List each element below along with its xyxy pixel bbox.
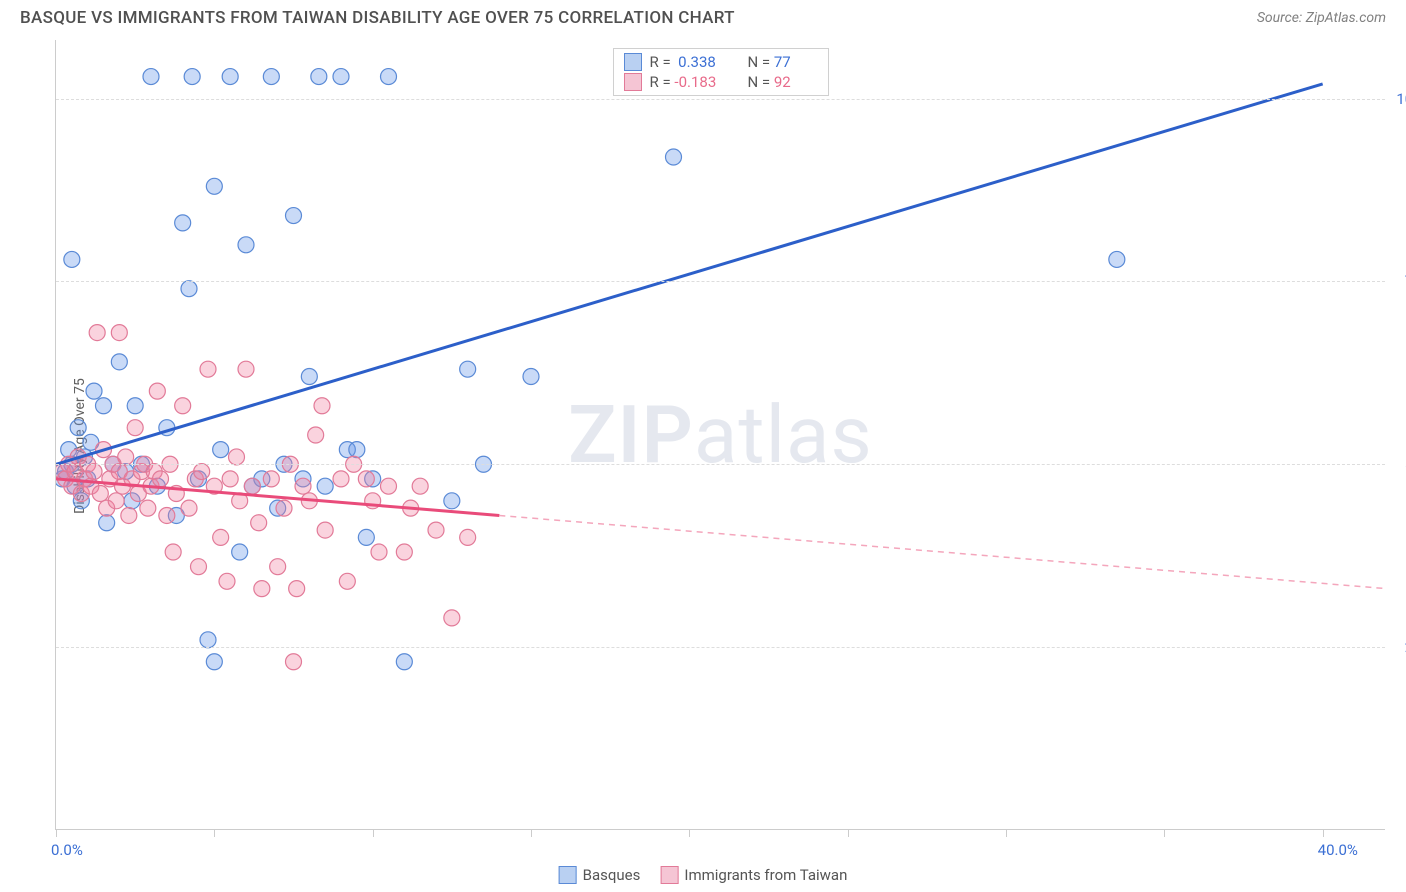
watermark: ZIPatlas xyxy=(568,388,873,482)
legend-stats: R = 0.338 N = 77 R = -0.183 N = 92 xyxy=(613,48,829,96)
n-value-basques: 77 xyxy=(774,53,791,71)
chart-svg xyxy=(56,40,1386,830)
x-tick xyxy=(531,829,532,837)
chart-area: ZIPatlas R = 0.338 N = 77 R = -0.183 N =… xyxy=(55,40,1385,830)
gridline-h xyxy=(56,281,1385,282)
watermark-atlas: atlas xyxy=(694,388,873,482)
gridline-h xyxy=(56,464,1385,465)
legend-item-taiwan: Immigrants from Taiwan xyxy=(660,866,847,884)
chart-title: BASQUE VS IMMIGRANTS FROM TAIWAN DISABIL… xyxy=(20,8,735,28)
x-tick xyxy=(214,829,215,837)
swatch-taiwan xyxy=(624,73,642,91)
legend-r-label: R = -0.183 xyxy=(650,73,740,91)
legend-row-basques: R = 0.338 N = 77 xyxy=(624,53,818,71)
swatch-basques xyxy=(624,53,642,71)
legend-label-basques: Basques xyxy=(583,866,641,884)
gridline-h xyxy=(56,647,1385,648)
x-tick xyxy=(1006,829,1007,837)
legend-r-label: R = 0.338 xyxy=(650,53,740,71)
y-tick-label: 100.0% xyxy=(1396,90,1406,108)
legend-row-taiwan: R = -0.183 N = 92 xyxy=(624,73,818,91)
x-tick-label: 40.0% xyxy=(1318,841,1358,859)
swatch-taiwan-icon xyxy=(660,866,678,884)
legend-n-label: N = 77 xyxy=(748,53,818,71)
x-tick-label: 0.0% xyxy=(51,841,83,859)
legend-n-label: N = 92 xyxy=(748,73,818,91)
gridline-h xyxy=(56,99,1385,100)
chart-source: Source: ZipAtlas.com xyxy=(1257,10,1386,26)
x-tick xyxy=(689,829,690,837)
swatch-basques-icon xyxy=(559,866,577,884)
x-tick xyxy=(848,829,849,837)
x-tick xyxy=(373,829,374,837)
legend-item-basques: Basques xyxy=(559,866,641,884)
legend-label-taiwan: Immigrants from Taiwan xyxy=(684,866,847,884)
plot-region: ZIPatlas R = 0.338 N = 77 R = -0.183 N =… xyxy=(55,40,1385,830)
chart-header: BASQUE VS IMMIGRANTS FROM TAIWAN DISABIL… xyxy=(0,0,1406,32)
legend-series: Basques Immigrants from Taiwan xyxy=(559,866,848,884)
x-tick xyxy=(1323,829,1324,837)
r-value-basques: 0.338 xyxy=(678,53,716,71)
x-tick xyxy=(1164,829,1165,837)
x-tick xyxy=(56,829,57,837)
watermark-zip: ZIP xyxy=(568,388,694,482)
r-value-taiwan: -0.183 xyxy=(674,73,716,91)
n-value-taiwan: 92 xyxy=(774,73,791,91)
